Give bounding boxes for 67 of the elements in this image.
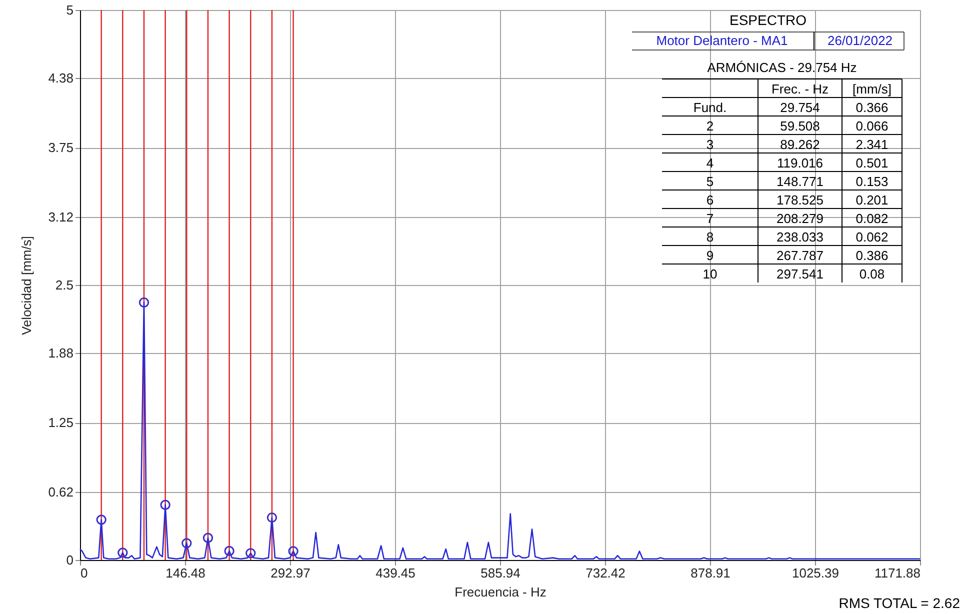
annotation: 6 — [706, 192, 714, 208]
annotation: 29.754 — [780, 100, 820, 115]
annotation: 0.386 — [856, 248, 888, 263]
annotation: 4 — [706, 155, 714, 170]
y-axis-title: Velocidad [mm/s] — [19, 236, 34, 335]
annotation: 0.153 — [856, 174, 888, 189]
annotation: 0.366 — [856, 100, 888, 115]
point — [182, 538, 192, 548]
annotation: 0.201 — [856, 192, 888, 208]
x-tick-label: 0 — [80, 566, 88, 580]
annotation: Fund. — [693, 100, 727, 115]
annotation: 0.501 — [856, 155, 888, 170]
annotation: 26/01/2022 — [827, 33, 893, 48]
y-tick-label: 4.38 — [48, 70, 74, 86]
x-tick-label: 146.48 — [166, 566, 206, 580]
chart-title: ESPECTRO — [729, 12, 807, 28]
point — [118, 548, 128, 558]
x-tick-label: 439.45 — [376, 566, 416, 580]
annotation: 267.787 — [776, 248, 824, 263]
point — [96, 514, 106, 525]
x-tick-label: 292.97 — [270, 566, 310, 580]
point — [202, 532, 214, 543]
point — [160, 500, 170, 510]
y-tick-label: 1.25 — [48, 415, 74, 430]
annotation: 0.08 — [859, 266, 885, 282]
annotation: 297.541 — [776, 266, 824, 282]
y-tick-label: 3.75 — [48, 140, 74, 155]
annotation: 2.341 — [856, 136, 888, 152]
y-tick-label: 1.88 — [48, 346, 74, 361]
y-tick-label: 0 — [66, 552, 74, 568]
annotation: ARMÓNICAS - 29.754 Hz — [707, 60, 857, 75]
x-axis-title: Frecuencia - Hz — [454, 584, 546, 600]
x-tick-label: 1025.39 — [792, 566, 839, 580]
annotation: [mm/s] — [852, 81, 892, 96]
y-tick-label: 2.5 — [55, 278, 74, 292]
annotation: Frec. - Hz — [771, 81, 829, 96]
y-tick-label: 0.62 — [48, 484, 74, 500]
annotation: 148.771 — [776, 174, 824, 189]
annotation: 10 — [702, 266, 718, 282]
x-tick-label: 1171.88 — [874, 566, 920, 580]
annotation: 119.016 — [776, 155, 824, 170]
point — [288, 546, 298, 556]
annotation: 59.508 — [780, 118, 820, 134]
annotation: 2 — [706, 118, 714, 134]
annotation: 89.262 — [780, 136, 820, 152]
annotation: 8 — [706, 229, 714, 244]
annotation: 0.066 — [856, 118, 888, 134]
annotation: 9 — [706, 248, 714, 263]
x-tick-label: 732.42 — [586, 566, 626, 580]
annotation: 5 — [706, 174, 714, 189]
annotation: Motor Delantero - MA1 — [656, 33, 788, 48]
x-tick-label: 878.91 — [690, 566, 730, 580]
x-tick-label: 585.94 — [480, 566, 520, 580]
text: RMS TOTAL = 2.62 — [838, 595, 960, 611]
point — [266, 512, 278, 523]
annotation: 0.062 — [856, 229, 888, 244]
point — [138, 297, 150, 308]
annotation: 7 — [706, 210, 714, 226]
annotation: 3 — [706, 136, 714, 152]
point — [224, 546, 234, 556]
y-tick-label: 5 — [66, 2, 74, 18]
annotation: 238.033 — [776, 229, 824, 244]
annotation: 0.082 — [856, 210, 888, 226]
point — [246, 548, 256, 558]
annotation: 208.279 — [776, 210, 824, 226]
annotation: 178.525 — [776, 192, 824, 208]
y-tick-label: 3.12 — [48, 209, 74, 224]
